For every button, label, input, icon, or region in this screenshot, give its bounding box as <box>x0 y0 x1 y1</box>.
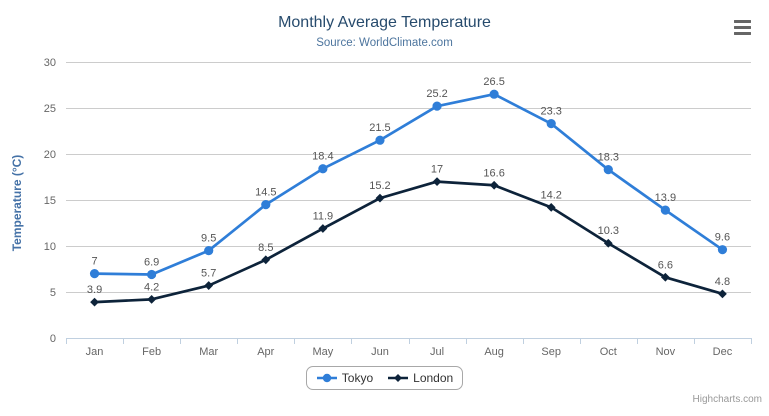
data-label-london-jun: 15.2 <box>369 180 390 192</box>
x-axis-label-sep: Sep <box>541 346 561 358</box>
grid-layer <box>66 62 752 344</box>
point-london-jan[interactable] <box>90 297 99 307</box>
data-label-london-oct: 10.3 <box>598 225 619 237</box>
x-axis-label-nov: Nov <box>656 346 676 358</box>
legend-marker-circle-icon <box>316 373 337 383</box>
x-axis-label-feb: Feb <box>142 346 161 358</box>
data-label-london-sep: 14.2 <box>540 189 561 201</box>
data-label-london-jul: 17 <box>431 164 443 176</box>
data-label-london-mar: 5.7 <box>201 268 216 280</box>
legend-marker-diamond-icon <box>388 374 409 382</box>
x-axis-label-oct: Oct <box>600 346 617 358</box>
series-layer: 7 6.9 9.5 14.5 18.4 21.5 25.2 26.5 23.3 18.3 13.9 9… <box>87 76 730 307</box>
y-axis-tick-label: 20 <box>44 149 56 161</box>
data-label-tokyo-jun: 21.5 <box>369 122 390 134</box>
point-london-mar[interactable] <box>204 281 214 290</box>
legend-item-tokyo[interactable]: Tokyo <box>316 371 373 385</box>
point-london-may[interactable] <box>318 224 328 233</box>
y-axis-tick-label: 15 <box>44 195 56 207</box>
hamburger-menu-icon <box>734 20 751 23</box>
x-axis-label-aug: Aug <box>484 346 504 358</box>
y-axis-tick-label: 25 <box>44 103 56 115</box>
point-tokyo-jan[interactable] <box>89 269 100 279</box>
point-london-dec[interactable] <box>718 289 727 299</box>
data-label-tokyo-jul: 25.2 <box>426 88 447 100</box>
point-tokyo-nov[interactable] <box>660 205 670 215</box>
point-tokyo-jun[interactable] <box>375 135 385 145</box>
y-axis-tick-label: 30 <box>44 57 56 69</box>
highcharts-credits[interactable]: Highcharts.com <box>692 394 762 405</box>
point-london-apr[interactable] <box>261 255 271 265</box>
point-tokyo-mar[interactable] <box>204 246 214 256</box>
x-axis-label-may: May <box>312 346 333 358</box>
point-tokyo-may[interactable] <box>318 164 328 174</box>
point-london-aug[interactable] <box>489 180 499 190</box>
y-axis-tick-label: 10 <box>44 241 56 253</box>
legend-item-london[interactable]: London <box>387 371 453 385</box>
point-tokyo-dec[interactable] <box>717 245 728 255</box>
point-london-oct[interactable] <box>603 238 613 248</box>
export-menu-button[interactable] <box>734 20 751 35</box>
series-line-tokyo <box>93 92 724 276</box>
data-label-london-nov: 6.6 <box>658 259 673 271</box>
point-london-feb[interactable] <box>147 294 157 304</box>
data-label-tokyo-feb: 6.9 <box>144 257 159 269</box>
data-label-london-dec: 4.8 <box>715 276 730 288</box>
point-london-jul[interactable] <box>432 177 442 186</box>
y-axis-tick-label: 0 <box>50 333 56 345</box>
x-axis-label-jan: Jan <box>86 346 104 358</box>
legend-box: Tokyo London <box>305 366 464 390</box>
point-tokyo-sep[interactable] <box>546 119 556 129</box>
data-label-london-feb: 4.2 <box>144 281 159 293</box>
data-label-london-may: 11.9 <box>313 211 334 223</box>
point-london-jun[interactable] <box>375 193 385 203</box>
x-axis-label-jun: Jun <box>371 346 389 358</box>
point-tokyo-jul[interactable] <box>432 101 442 111</box>
legend: Tokyo London <box>0 366 769 390</box>
legend-label: London <box>413 371 454 385</box>
data-label-london-apr: 8.5 <box>258 242 273 254</box>
chart-subtitle: Source: WorldClimate.com <box>316 37 453 49</box>
data-label-london-aug: 16.6 <box>483 167 504 179</box>
chart-title: Monthly Average Temperature <box>278 14 491 31</box>
series-line-london <box>93 180 724 304</box>
data-label-tokyo-sep: 23.3 <box>540 106 561 118</box>
data-label-tokyo-apr: 14.5 <box>255 187 276 199</box>
data-label-london-jan: 3.9 <box>87 284 102 296</box>
data-label-tokyo-dec: 9.6 <box>715 232 730 244</box>
axis-labels-layer: 0 5 10 15 20 25 30 Jan Feb Mar Apr May Jun Jul Aug Sep O… <box>44 57 733 358</box>
hamburger-menu-icon <box>734 26 751 29</box>
data-label-tokyo-may: 18.4 <box>312 151 333 163</box>
data-label-tokyo-oct: 18.3 <box>598 152 619 164</box>
point-tokyo-oct[interactable] <box>603 165 613 175</box>
point-tokyo-apr[interactable] <box>261 200 271 210</box>
hamburger-menu-icon <box>734 32 751 35</box>
y-axis-tick-label: 5 <box>50 287 56 299</box>
data-label-tokyo-mar: 9.5 <box>201 233 216 245</box>
point-london-sep[interactable] <box>546 202 556 212</box>
data-label-tokyo-jan: 7 <box>91 256 97 268</box>
x-axis-label-jul: Jul <box>430 346 444 358</box>
data-label-tokyo-nov: 13.9 <box>655 192 676 204</box>
x-axis-label-apr: Apr <box>257 346 274 358</box>
point-london-nov[interactable] <box>660 272 670 282</box>
point-tokyo-aug[interactable] <box>489 89 499 99</box>
y-axis-title: Temperature (°C) <box>10 155 24 252</box>
x-axis-label-dec: Dec <box>713 346 733 358</box>
x-axis-label-mar: Mar <box>199 346 218 358</box>
data-label-tokyo-aug: 26.5 <box>483 76 504 88</box>
legend-label: Tokyo <box>341 371 374 385</box>
point-tokyo-feb[interactable] <box>147 269 157 280</box>
